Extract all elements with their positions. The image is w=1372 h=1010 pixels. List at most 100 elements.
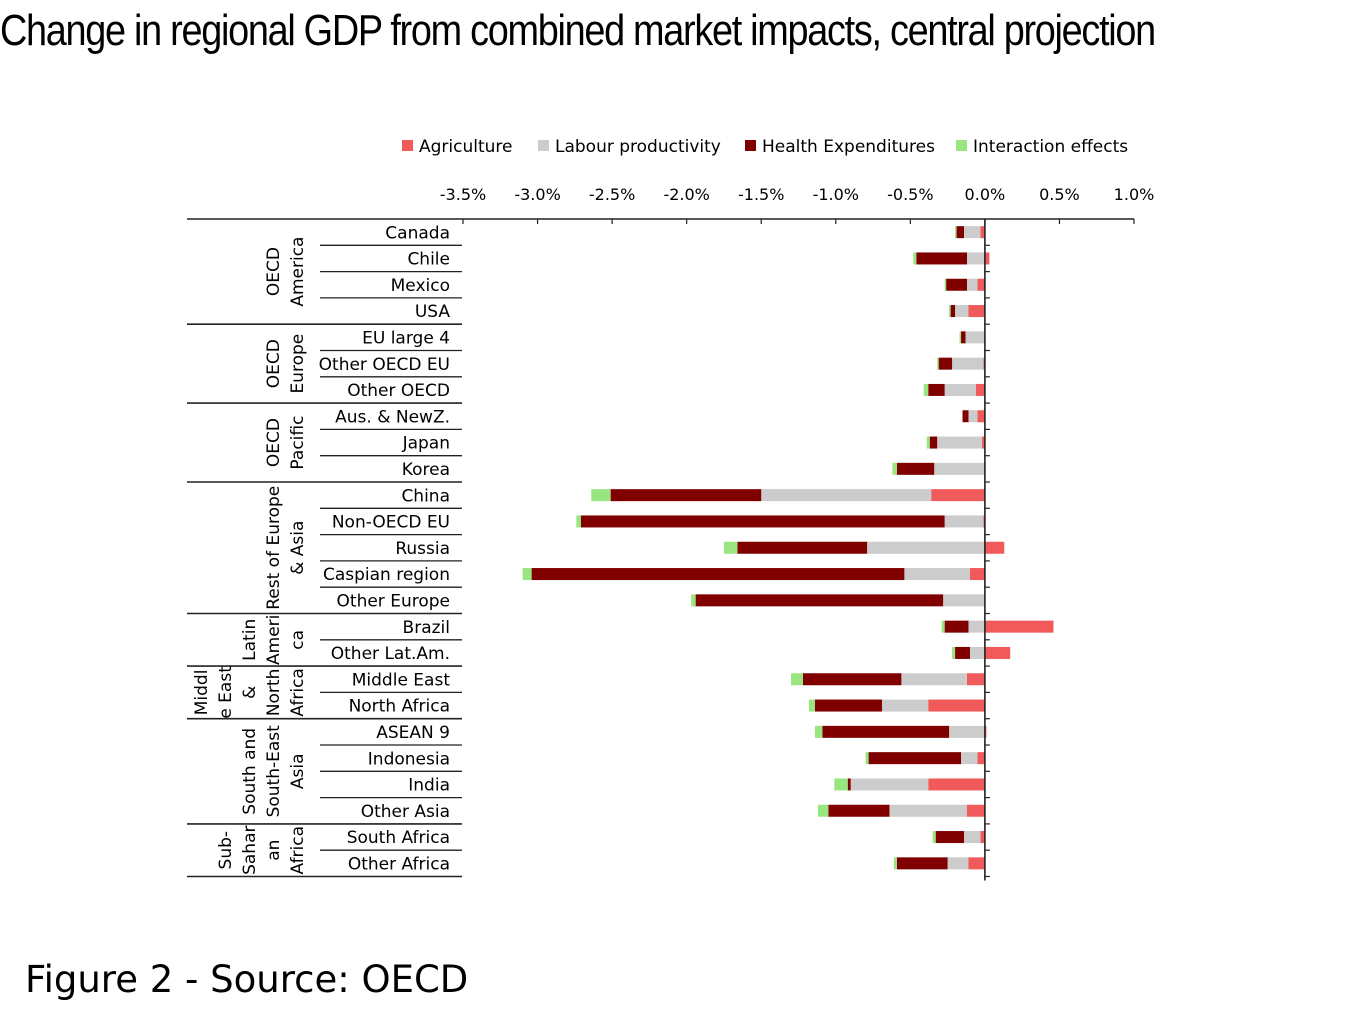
group-label-line: Pacific xyxy=(288,416,308,470)
bar-agriculture-mexico xyxy=(977,278,985,291)
bar-agriculture-india xyxy=(928,778,985,791)
bar-labour-productivity-south-africa xyxy=(964,831,981,844)
bar-health-expenditures-other-oecd-eu xyxy=(938,357,953,370)
bar-agriculture-russia xyxy=(984,541,1005,554)
page-title: Change in regional GDP from combined mar… xyxy=(0,6,1156,55)
bar-labour-productivity-other-oecd xyxy=(944,383,976,396)
x-tick-label: -2.0% xyxy=(663,185,709,204)
bar-health-expenditures-eu-large-4 xyxy=(961,331,966,344)
row-label: India xyxy=(408,776,450,796)
bar-health-expenditures-other-oecd xyxy=(928,383,945,396)
legend-label: Labour productivity xyxy=(555,137,721,157)
row-label: South Africa xyxy=(347,828,450,848)
bar-agriculture-brazil xyxy=(984,620,1054,633)
legend-swatch-0 xyxy=(402,140,413,151)
group-label-line: OECD xyxy=(264,339,284,388)
group-label-line: Africa xyxy=(288,668,308,717)
bar-health-expenditures-usa xyxy=(950,305,956,318)
bar-labour-productivity-chile xyxy=(966,252,985,265)
group-label-line: e East xyxy=(216,666,236,719)
group-label-line: & Asia xyxy=(288,521,308,575)
legend-swatch-3 xyxy=(956,140,967,151)
group-label-line: North xyxy=(264,669,284,717)
row-label: Other Africa xyxy=(348,855,450,875)
legend-swatch-1 xyxy=(538,140,549,151)
x-tick-label: -1.5% xyxy=(738,185,784,204)
bars xyxy=(522,226,1054,870)
bar-health-expenditures-other-africa xyxy=(896,857,948,870)
row-label: Japan xyxy=(402,434,450,454)
group-label-line: Middl xyxy=(192,670,212,716)
group-label-line: Asia xyxy=(288,753,308,789)
bar-health-expenditures-korea xyxy=(896,462,935,475)
bar-agriculture-canada xyxy=(980,226,985,239)
bar-health-expenditures-caspian-region xyxy=(531,568,905,581)
x-tick-label: -2.5% xyxy=(589,185,635,204)
row-label: Korea xyxy=(402,460,450,480)
bar-health-expenditures-russia xyxy=(737,541,868,554)
bar-interaction-effects-japan xyxy=(926,436,930,449)
legend-label: Interaction effects xyxy=(973,137,1128,157)
bar-interaction-effects-asean-9 xyxy=(814,725,823,738)
group-label-line: Sub- xyxy=(216,831,236,870)
bar-labour-productivity-brazil xyxy=(968,620,985,633)
bar-health-expenditures-chile xyxy=(916,252,967,265)
row-label: Other OECD EU xyxy=(319,355,450,375)
bar-agriculture-aus-newz- xyxy=(977,410,985,423)
bar-interaction-effects-usa xyxy=(949,305,951,318)
bar-health-expenditures-mexico xyxy=(946,278,967,291)
row-label: Canada xyxy=(385,223,450,243)
figure-caption: Figure 2 - Source: OECD xyxy=(25,958,469,1001)
bar-interaction-effects-north-africa xyxy=(808,699,815,712)
bar-agriculture-china xyxy=(931,489,985,502)
x-tick-label: 0.5% xyxy=(1039,185,1080,204)
group-label: Latin Ameri ca xyxy=(240,615,308,665)
group-label-line: OECD xyxy=(264,418,284,467)
bar-health-expenditures-brazil xyxy=(944,620,969,633)
bar-interaction-effects-other-oecd-eu xyxy=(937,357,939,370)
group-label-line: & xyxy=(240,686,260,699)
bar-interaction-effects-middle-east xyxy=(791,673,803,686)
row-label: China xyxy=(401,486,450,506)
group-label: Middl e East & North Africa xyxy=(192,666,308,719)
row-label: Mexico xyxy=(391,276,450,296)
row-label: Indonesia xyxy=(368,749,450,769)
row-label: Other Europe xyxy=(337,592,450,612)
bar-labour-productivity-aus-newz- xyxy=(968,410,978,423)
bar-health-expenditures-other-lat-am- xyxy=(955,646,970,659)
bar-health-expenditures-middle-east xyxy=(802,673,902,686)
bar-agriculture-other-lat-am- xyxy=(984,646,1011,659)
row-label: Aus. & NewZ. xyxy=(335,407,450,427)
bar-agriculture-indonesia xyxy=(977,752,985,765)
bar-health-expenditures-india xyxy=(847,778,851,791)
group-label-line: Latin xyxy=(240,619,260,661)
row-label: Brazil xyxy=(403,618,450,638)
bar-health-expenditures-canada xyxy=(956,226,965,239)
bar-labour-productivity-middle-east xyxy=(901,673,967,686)
bar-labour-productivity-indonesia xyxy=(961,752,978,765)
bar-interaction-effects-india xyxy=(834,778,848,791)
bar-labour-productivity-other-asia xyxy=(889,804,967,817)
group-label: South and South-East Asia xyxy=(240,725,308,818)
bar-interaction-effects-south-africa xyxy=(932,831,936,844)
bar-interaction-effects-brazil xyxy=(941,620,945,633)
group-label: OECD America xyxy=(264,237,308,307)
bar-agriculture-japan xyxy=(981,436,985,449)
x-tick-label: 1.0% xyxy=(1114,185,1155,204)
x-tick-label: -3.0% xyxy=(514,185,560,204)
bar-health-expenditures-japan xyxy=(929,436,938,449)
x-tick-label: -0.5% xyxy=(887,185,933,204)
legend: Agriculture Labour productivity Health Exp… xyxy=(402,137,1128,157)
bar-interaction-effects-korea xyxy=(892,462,897,475)
bar-interaction-effects-mexico xyxy=(944,278,947,291)
bar-labour-productivity-eu-large-4 xyxy=(965,331,985,344)
bar-agriculture-north-africa xyxy=(928,699,985,712)
group-label-line: South and xyxy=(240,728,260,815)
bar-health-expenditures-aus-newz- xyxy=(962,410,969,423)
bar-interaction-effects-indonesia xyxy=(865,752,869,765)
row-label: ASEAN 9 xyxy=(376,723,450,743)
group-label-line: Europe xyxy=(288,334,308,394)
bar-interaction-effects-other-europe xyxy=(691,594,696,607)
bar-interaction-effects-chile xyxy=(913,252,917,265)
